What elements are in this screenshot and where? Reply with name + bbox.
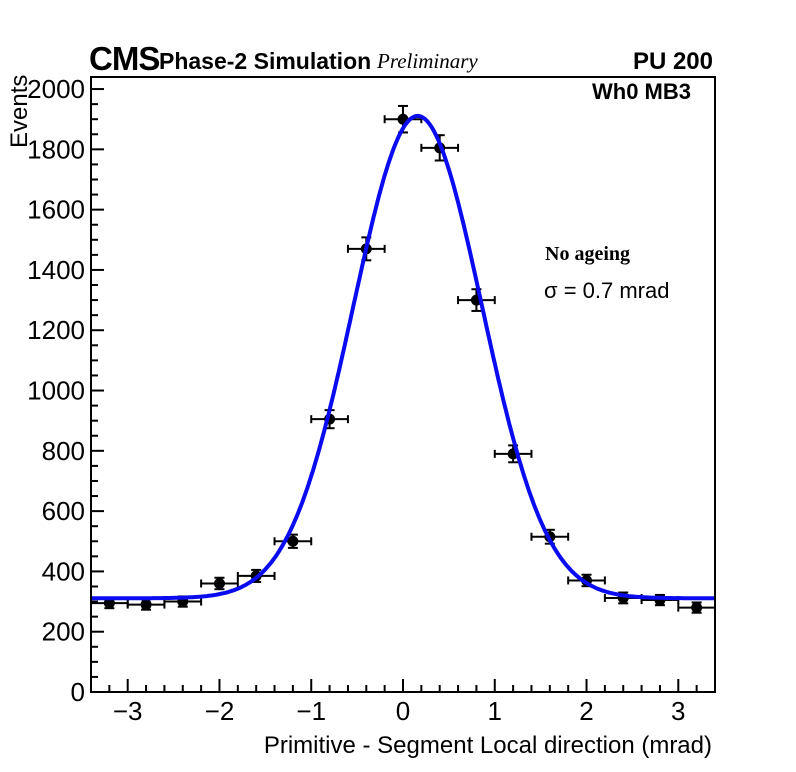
data-points [90, 104, 716, 614]
y-tick-label: 200 [42, 617, 85, 647]
simulation-label: Phase-2 Simulation [159, 48, 372, 74]
x-tick-label: −1 [296, 696, 326, 726]
data-point [691, 602, 703, 614]
fit-curve [91, 113, 715, 601]
pileup-label: PU 200 [632, 48, 713, 75]
axis-ticks [90, 88, 716, 693]
y-axis-title: Events [6, 74, 33, 148]
x-tick-label: 1 [488, 696, 502, 726]
x-axis-title: Primitive - Segment Local direction (mra… [263, 732, 712, 759]
y-tick-label: 0 [71, 677, 85, 707]
x-tick-label: 3 [671, 696, 685, 726]
y-tick-label: 1000 [27, 376, 85, 406]
tick-labels: −3 −2 −1 0 1 2 3 0 200 400 600 800 1000 1200 1400 1600 1… [27, 74, 685, 726]
y-tick-label: 800 [42, 436, 85, 466]
preliminary-label: Preliminary [377, 49, 478, 73]
plot-frame [90, 76, 716, 693]
sigma-annotation: σ = 0.7 mrad [544, 278, 670, 303]
ageing-annotation: No ageing [545, 243, 630, 265]
data-point [287, 535, 299, 547]
y-tick-label: 1600 [27, 195, 85, 225]
x-tick-label: 0 [396, 696, 410, 726]
data-point [213, 577, 225, 589]
x-tick-label: 2 [579, 696, 593, 726]
chamber-label: Wh0 MB3 [592, 79, 691, 104]
y-tick-label: 1200 [27, 315, 85, 345]
y-tick-label: 1800 [27, 134, 85, 164]
cms-logo-text: CMS [89, 40, 160, 77]
x-tick-label: −3 [113, 696, 143, 726]
y-tick-label: 1400 [27, 255, 85, 285]
y-tick-label: 400 [42, 556, 85, 586]
x-tick-label: −2 [205, 696, 235, 726]
y-tick-label: 2000 [27, 74, 85, 104]
data-point [140, 599, 152, 611]
y-tick-label: 600 [42, 496, 85, 526]
